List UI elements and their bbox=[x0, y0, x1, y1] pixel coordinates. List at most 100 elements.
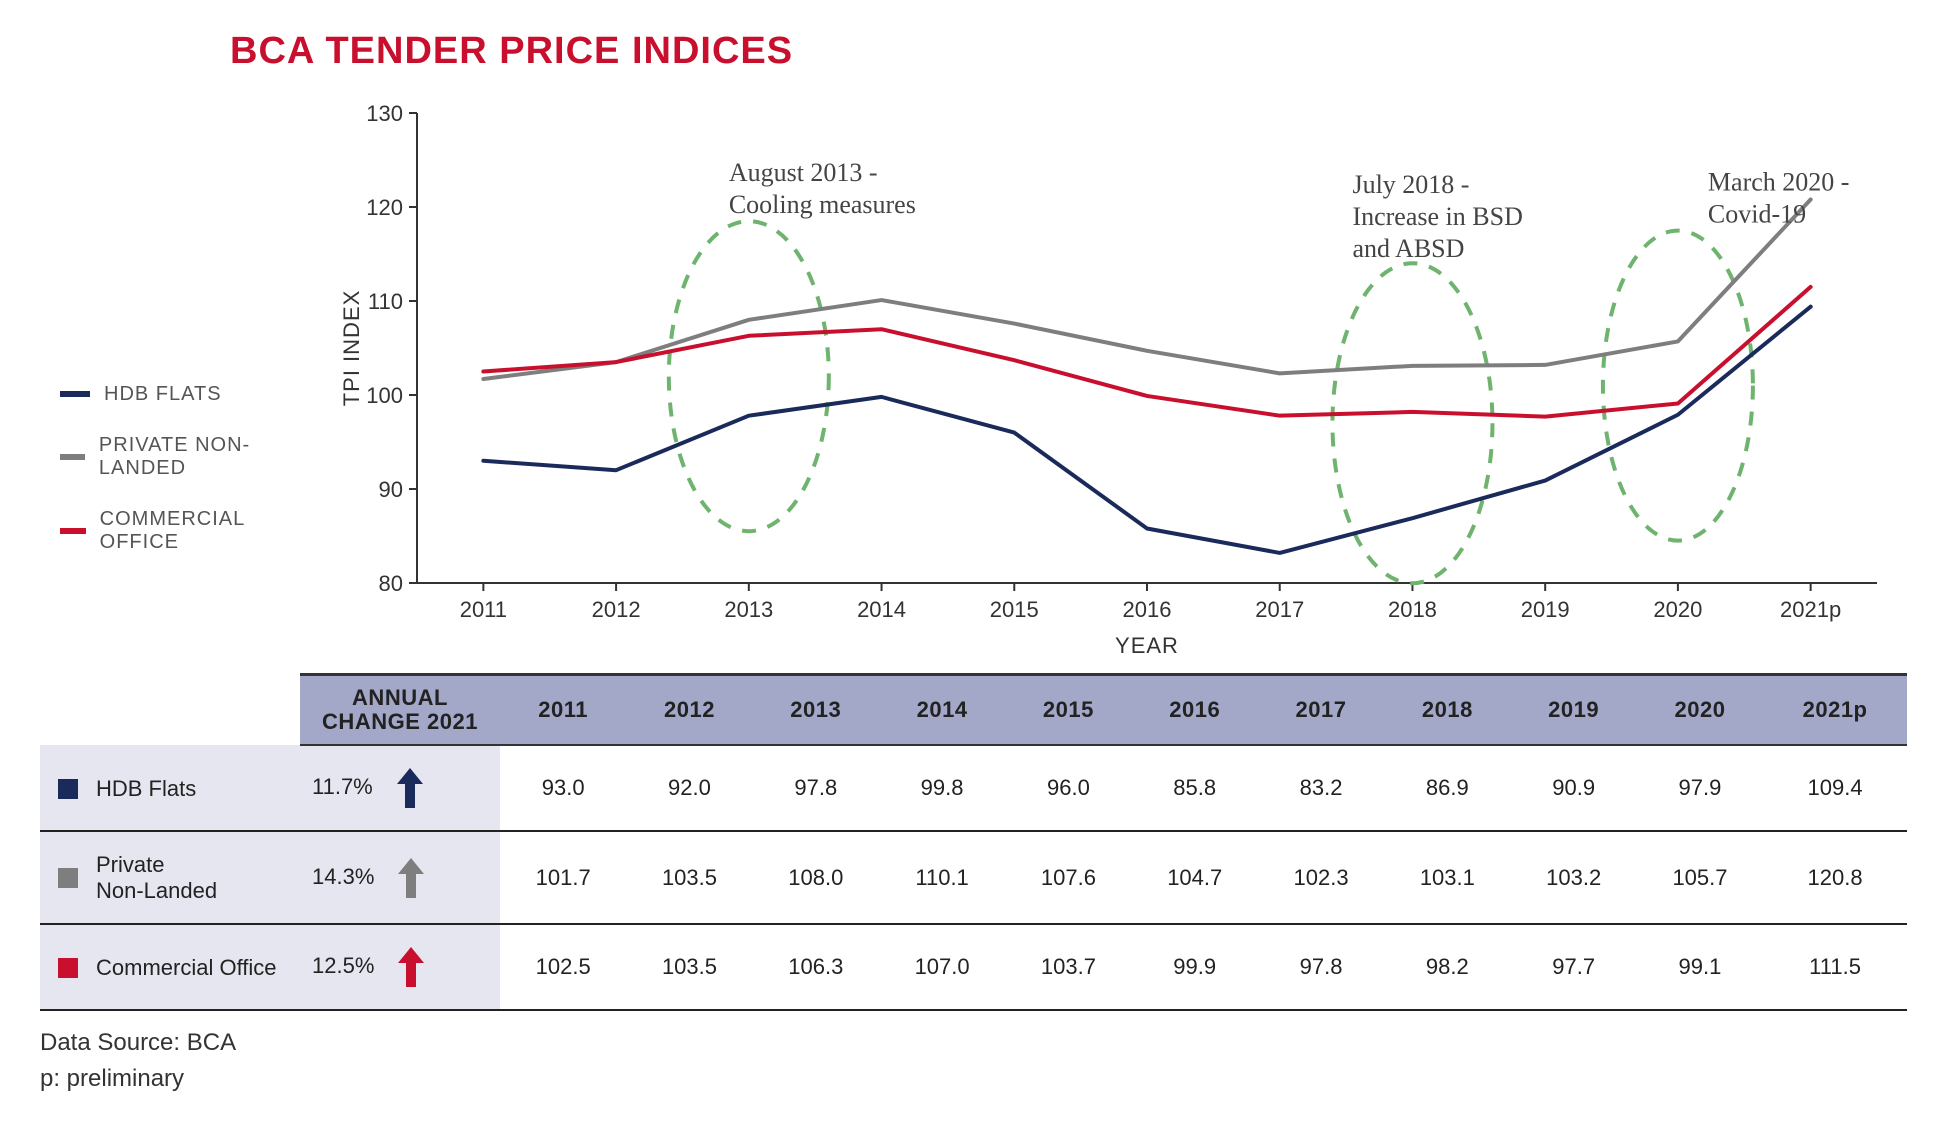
svg-text:and ABSD: and ABSD bbox=[1352, 234, 1464, 263]
cell-value: 85.8 bbox=[1132, 745, 1258, 831]
legend: HDB FLATS PRIVATE NON-LANDED COMMERCIAL OF… bbox=[40, 203, 297, 554]
svg-text:Cooling measures: Cooling measures bbox=[729, 190, 916, 219]
cell-value: 93.0 bbox=[500, 745, 626, 831]
col-annual-change: ANNUALCHANGE 2021 bbox=[300, 675, 500, 746]
series-swatch bbox=[58, 868, 78, 888]
cell-value: 107.0 bbox=[879, 924, 1005, 1010]
svg-text:TPI INDEX: TPI INDEX bbox=[339, 290, 364, 407]
cell-value: 103.5 bbox=[626, 831, 752, 924]
chart-container: 80 90 100 110 120 130 2011 2012 2013 2014 2015 2016… bbox=[337, 93, 1907, 663]
col-year: 2020 bbox=[1637, 675, 1763, 746]
cell-value: 86.9 bbox=[1384, 745, 1510, 831]
annual-change: 11.7% bbox=[300, 745, 500, 831]
svg-text:2021p: 2021p bbox=[1780, 597, 1841, 622]
annual-change: 12.5% bbox=[300, 924, 500, 1010]
arrow-up-icon bbox=[396, 945, 426, 989]
footnote-line: Data Source: BCA bbox=[40, 1025, 1907, 1061]
svg-text:Covid-19: Covid-19 bbox=[1708, 200, 1806, 229]
svg-text:2017: 2017 bbox=[1255, 597, 1304, 622]
legend-swatch bbox=[60, 454, 85, 460]
table-row: HDB Flats11.7%93.092.097.899.896.085.883… bbox=[40, 745, 1907, 831]
legend-item: COMMERCIAL OFFICE bbox=[60, 508, 297, 554]
svg-text:120: 120 bbox=[366, 195, 403, 220]
svg-text:March 2020 -: March 2020 - bbox=[1708, 168, 1850, 197]
cell-value: 108.0 bbox=[753, 831, 879, 924]
col-year: 2014 bbox=[879, 675, 1005, 746]
cell-value: 97.9 bbox=[1637, 745, 1763, 831]
arrow-up-icon bbox=[395, 766, 425, 810]
cell-value: 97.7 bbox=[1511, 924, 1637, 1010]
svg-text:July 2018 -: July 2018 - bbox=[1352, 170, 1469, 199]
svg-text:100: 100 bbox=[366, 383, 403, 408]
cell-value: 106.3 bbox=[753, 924, 879, 1010]
svg-text:2020: 2020 bbox=[1653, 597, 1702, 622]
cell-value: 99.9 bbox=[1132, 924, 1258, 1010]
legend-swatch bbox=[60, 391, 90, 397]
cell-value: 104.7 bbox=[1132, 831, 1258, 924]
cell-value: 98.2 bbox=[1384, 924, 1510, 1010]
table-row: Commercial Office12.5%102.5103.5106.3107… bbox=[40, 924, 1907, 1010]
footnotes: Data Source: BCAp: preliminary bbox=[40, 1025, 1907, 1097]
footnote-line: p: preliminary bbox=[40, 1061, 1907, 1097]
cell-value: 103.7 bbox=[1005, 924, 1131, 1010]
svg-text:2014: 2014 bbox=[857, 597, 906, 622]
legend-label: PRIVATE NON-LANDED bbox=[99, 434, 297, 480]
series-swatch bbox=[58, 779, 78, 799]
cell-value: 92.0 bbox=[626, 745, 752, 831]
cell-value: 102.3 bbox=[1258, 831, 1384, 924]
row-name: HDB Flats bbox=[40, 745, 300, 831]
data-table: ANNUALCHANGE 202120112012201320142015201… bbox=[40, 673, 1907, 1011]
cell-value: 97.8 bbox=[1258, 924, 1384, 1010]
row-name: Commercial Office bbox=[40, 924, 300, 1010]
svg-text:110: 110 bbox=[368, 289, 403, 314]
svg-text:2015: 2015 bbox=[990, 597, 1039, 622]
cell-value: 102.5 bbox=[500, 924, 626, 1010]
cell-value: 99.8 bbox=[879, 745, 1005, 831]
table-row: PrivateNon-Landed14.3%101.7103.5108.0110… bbox=[40, 831, 1907, 924]
col-year: 2016 bbox=[1132, 675, 1258, 746]
cell-value: 109.4 bbox=[1763, 745, 1907, 831]
svg-text:August 2013 -: August 2013 - bbox=[729, 158, 878, 187]
svg-text:Increase in BSD: Increase in BSD bbox=[1352, 202, 1522, 231]
cell-value: 110.1 bbox=[879, 831, 1005, 924]
cell-value: 107.6 bbox=[1005, 831, 1131, 924]
annual-change: 14.3% bbox=[300, 831, 500, 924]
svg-text:2013: 2013 bbox=[724, 597, 773, 622]
cell-value: 101.7 bbox=[500, 831, 626, 924]
col-year: 2011 bbox=[500, 675, 626, 746]
legend-label: COMMERCIAL OFFICE bbox=[100, 508, 297, 554]
arrow-up-icon bbox=[396, 856, 426, 900]
legend-item: PRIVATE NON-LANDED bbox=[60, 434, 297, 480]
legend-label: HDB FLATS bbox=[104, 383, 222, 406]
cell-value: 83.2 bbox=[1258, 745, 1384, 831]
svg-text:2012: 2012 bbox=[592, 597, 641, 622]
col-year: 2012 bbox=[626, 675, 752, 746]
col-year: 2019 bbox=[1511, 675, 1637, 746]
col-year: 2017 bbox=[1258, 675, 1384, 746]
svg-text:130: 130 bbox=[366, 101, 403, 126]
col-year: 2013 bbox=[753, 675, 879, 746]
cell-value: 120.8 bbox=[1763, 831, 1907, 924]
table-head: ANNUALCHANGE 202120112012201320142015201… bbox=[40, 675, 1907, 746]
svg-text:2018: 2018 bbox=[1388, 597, 1437, 622]
cell-value: 111.5 bbox=[1763, 924, 1907, 1010]
cell-value: 99.1 bbox=[1637, 924, 1763, 1010]
cell-value: 103.2 bbox=[1511, 831, 1637, 924]
cell-value: 97.8 bbox=[753, 745, 879, 831]
svg-text:2019: 2019 bbox=[1521, 597, 1570, 622]
chart-title: BCA TENDER PRICE INDICES bbox=[230, 30, 1907, 73]
table-body: HDB Flats11.7%93.092.097.899.896.085.883… bbox=[40, 745, 1907, 1010]
top-row: HDB FLATS PRIVATE NON-LANDED COMMERCIAL OF… bbox=[40, 93, 1907, 663]
cell-value: 105.7 bbox=[1637, 831, 1763, 924]
legend-item: HDB FLATS bbox=[60, 383, 297, 406]
cell-value: 90.9 bbox=[1511, 745, 1637, 831]
col-year: 2015 bbox=[1005, 675, 1131, 746]
cell-value: 103.1 bbox=[1384, 831, 1510, 924]
svg-text:2011: 2011 bbox=[460, 597, 507, 622]
svg-text:2016: 2016 bbox=[1123, 597, 1172, 622]
col-year: 2018 bbox=[1384, 675, 1510, 746]
svg-text:90: 90 bbox=[379, 477, 403, 502]
svg-text:80: 80 bbox=[379, 571, 403, 596]
svg-text:YEAR: YEAR bbox=[1115, 633, 1179, 658]
col-year: 2021p bbox=[1763, 675, 1907, 746]
